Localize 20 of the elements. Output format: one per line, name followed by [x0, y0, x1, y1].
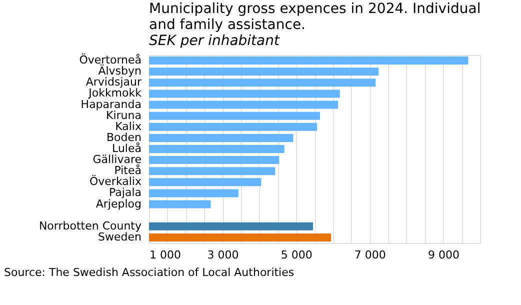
y-tick-label: Luleå — [112, 142, 142, 155]
x-tick-label: 1 000 — [150, 248, 181, 262]
text: Municipality gross expences in 2024. Individual — [149, 1, 481, 18]
source-note: Source: The Swedish Association of Local Authorities — [4, 266, 294, 279]
y-tick-label: Älvsbyn — [98, 64, 142, 78]
x-tick-label: 3 000 — [207, 248, 239, 262]
y-tick-label: Norrbotten County — [38, 219, 142, 232]
y-tick-label: Arjeplog — [96, 197, 142, 210]
y-tick-label: Boden — [106, 130, 142, 144]
y-tick-label: Kalix — [115, 120, 142, 133]
y-tick-label: Haparanda — [80, 98, 142, 111]
y-tick-label: Pajala — [109, 186, 142, 200]
y-tick-label: Jokkmokk — [88, 86, 142, 100]
chart-subtitle: SEK per inhabitant — [149, 33, 280, 50]
x-tick-label: 9 000 — [428, 248, 460, 262]
y-tick-label: Arvidsjaur — [86, 76, 142, 89]
x-tick-label: 5 000 — [280, 248, 312, 262]
x-tick-label: 7 000 — [354, 248, 386, 262]
text: and family assistance. — [149, 17, 306, 34]
y-tick-label: Kiruna — [106, 108, 142, 122]
